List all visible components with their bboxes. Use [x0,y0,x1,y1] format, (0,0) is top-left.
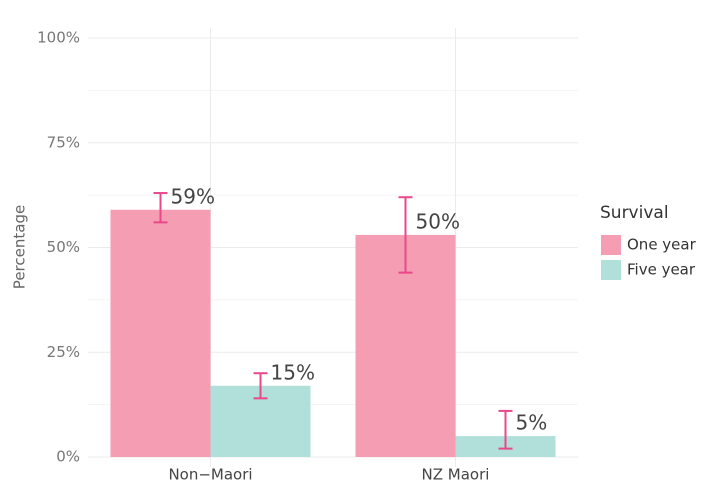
bar [110,209,211,457]
data-label: 50% [416,209,460,233]
x-tick-label: NZ Maori [422,466,490,484]
y-axis-label: Percentage [11,205,29,289]
y-tick-label: 25% [47,343,80,361]
data-label: 15% [271,360,315,384]
legend-swatch [601,235,621,255]
legend-swatch [601,260,621,280]
data-label: 59% [171,184,215,208]
y-tick-label: 50% [47,238,80,256]
legend-label: Five year [627,261,696,279]
y-tick-label: 75% [47,133,80,151]
legend-label: One year [627,236,697,254]
y-tick-label: 100% [37,29,80,47]
legend-title: Survival [600,203,669,223]
y-tick-label: 0% [56,448,80,466]
x-tick-label: Non−Maori [168,466,252,484]
data-label: 5% [516,411,548,435]
